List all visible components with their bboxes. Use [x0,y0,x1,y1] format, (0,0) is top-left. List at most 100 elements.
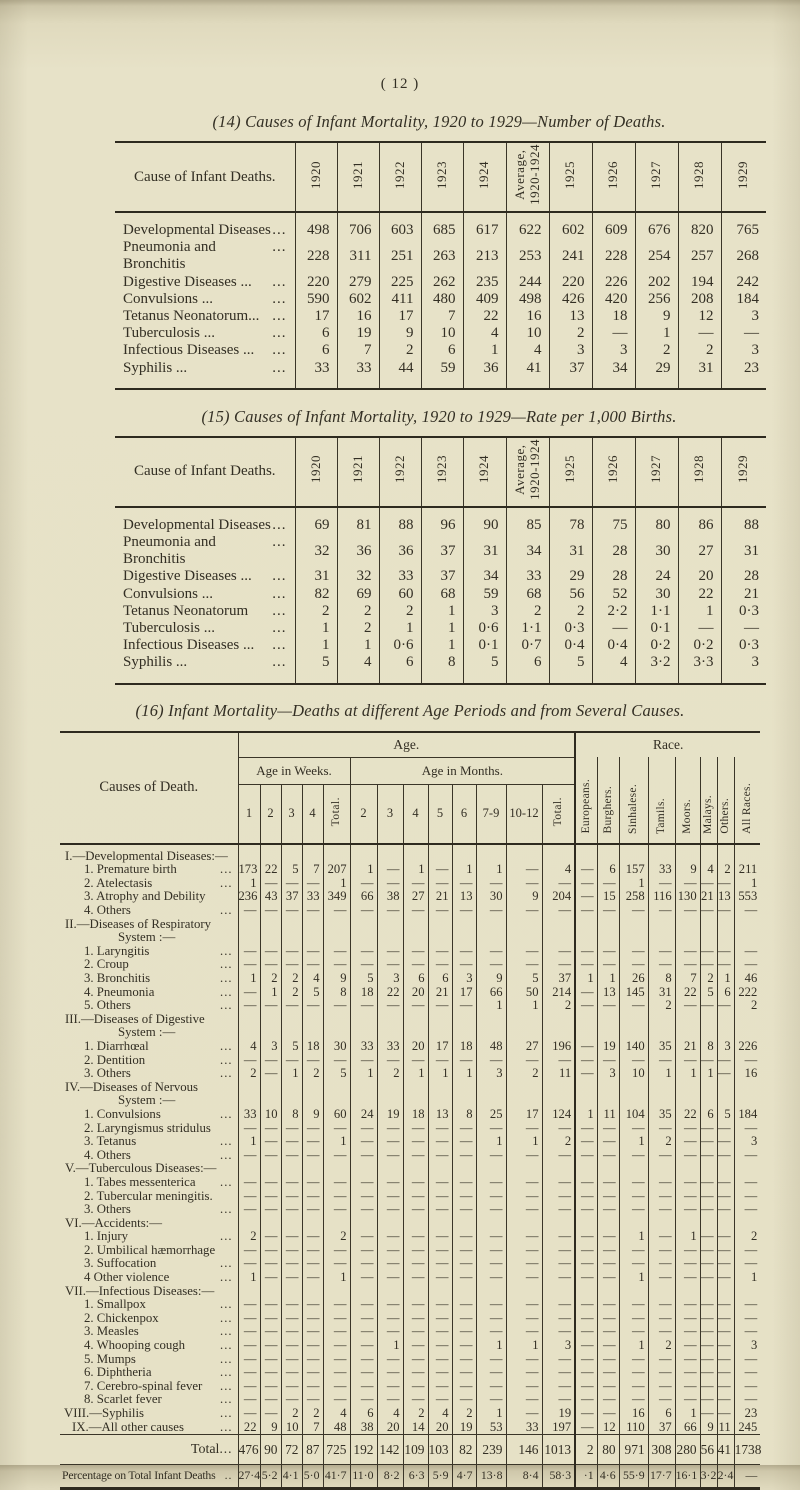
data-cell: 1 [505,1135,542,1149]
data-cell: 56 [699,1434,718,1465]
data-cell: 2 [699,971,718,986]
data-cell: — [541,958,576,972]
data-cell: 87 [301,1434,323,1465]
data-cell: — [280,1366,302,1380]
data-cell [259,1284,281,1299]
table16-body: I.—Developmental Diseases:— 1. Premature … [60,843,761,1489]
row-label-wrap: 3. Atrophy and Debility [60,890,238,904]
data-cell: — [280,944,302,959]
data-cell: — [733,1393,761,1407]
row-label: 2. Umbilical hæmorrhage [84,1242,216,1257]
data-cell: 220 [294,273,337,291]
data-cell: 145 [618,985,649,1000]
data-cell: — [733,1325,761,1340]
data-cell: 34 [591,359,635,389]
row-label-wrap: 5. Others... [60,999,238,1013]
data-cell: — [280,1257,302,1272]
data-cell: — [716,1338,735,1353]
data-cell [349,843,377,864]
data-cell: — [376,1243,403,1258]
data-cell: — [475,944,506,959]
data-cell [280,843,302,864]
data-cell [733,1162,761,1176]
data-cell: — [647,1379,676,1394]
data-cell: 280 [674,1434,701,1465]
data-cell: — [596,958,620,972]
leader-dots: ... [219,1441,233,1457]
weeks-subheader: Age in Weeks. [237,757,350,785]
row-label-cell: Pneumonia and Bronchitis... [115,239,295,273]
data-cell: — [596,1135,620,1149]
row-label-cell: Pneumonia and Bronchitis... [115,534,295,568]
data-cell: — [322,999,350,1013]
data-cell: — [322,958,350,972]
data-cell: — [451,1230,476,1244]
row-label-cell: 3. Bronchitis... [60,971,238,986]
data-cell: 20 [376,1420,403,1435]
data-cell: 31 [462,534,506,569]
row-label: 1. Injury [84,1229,129,1244]
months-subheader: Age in Months. [349,757,576,785]
table-row: 1. Tabes messenterica... — — — — — — — — — — — — — — — —… [60,1175,761,1190]
data-cell: 17 [505,1107,542,1122]
data-cell: — [674,1243,701,1258]
data-cell: 19 [541,1406,576,1421]
data-cell [505,1080,542,1108]
data-cell: — [349,1366,377,1380]
data-cell: — [596,1257,620,1272]
table-row: VII.—Infectious Diseases:— [60,1284,761,1299]
table-row: 3. Others... 2—1 2 5 1 2 1 1 1 3 2 11—3 10 1 1 1—16 [60,1067,761,1081]
row-label: 2. Chickenpox [84,1310,159,1325]
data-cell: 146 [505,1434,542,1465]
data-cell: — [259,999,281,1013]
row-header-label: Cause of Infant Deaths. [115,436,295,508]
data-cell: 82 [294,585,337,603]
data-cell: — [427,944,452,959]
data-cell: 22 [237,1420,260,1435]
data-cell [427,843,452,864]
data-cell: — [716,1270,735,1285]
data-cell: 2 [336,620,379,638]
table-row: IV.—Diseases of Nervous System :— [60,1080,761,1108]
data-cell: 18 [349,985,377,1000]
row-label: V.—Tuberculous Diseases:— [65,1161,217,1176]
data-cell: — [301,1352,323,1367]
row-label: Infectious Diseases ... [123,342,255,359]
data-cell [596,1080,620,1108]
leader-dots: ... [220,943,233,958]
data-cell: — [541,903,576,918]
data-cell: 1 [618,1338,649,1353]
data-cell: 420 [591,290,635,309]
data-cell: — [618,958,649,972]
data-cell: 33 [237,1107,260,1122]
month-column-header: 4 [402,784,428,845]
data-cell: — [237,1175,260,1190]
data-cell: 140 [618,1039,649,1054]
data-cell: — [237,1298,260,1312]
data-cell: — [716,1406,735,1421]
data-cell: 11 [596,1107,620,1122]
data-cell: 1 [280,1067,302,1081]
row-label-wrap: 7. Cerebro-spinal fever... [60,1379,238,1394]
data-cell: — [280,1135,302,1149]
data-cell: 2 [259,971,281,986]
data-cell [427,1284,452,1299]
data-cell: 1 [674,1230,701,1244]
leader-dots: ... [272,516,287,533]
data-cell: — [699,1135,718,1149]
data-cell: 88 [720,506,766,535]
data-cell: — [301,1135,323,1149]
data-cell: 55·9 [618,1463,649,1489]
data-cell: — [237,1352,260,1367]
data-cell [716,1162,735,1176]
data-cell: — [427,876,452,891]
data-cell [475,843,506,864]
data-cell: 88 [378,506,421,535]
data-cell: 24 [634,568,678,586]
year-column-header-label: 1928 [691,160,707,189]
data-cell: — [716,1067,735,1081]
data-cell: — [733,1202,761,1217]
data-cell: — [427,1053,452,1068]
data-cell: — [402,1352,428,1367]
data-cell [451,1012,476,1040]
